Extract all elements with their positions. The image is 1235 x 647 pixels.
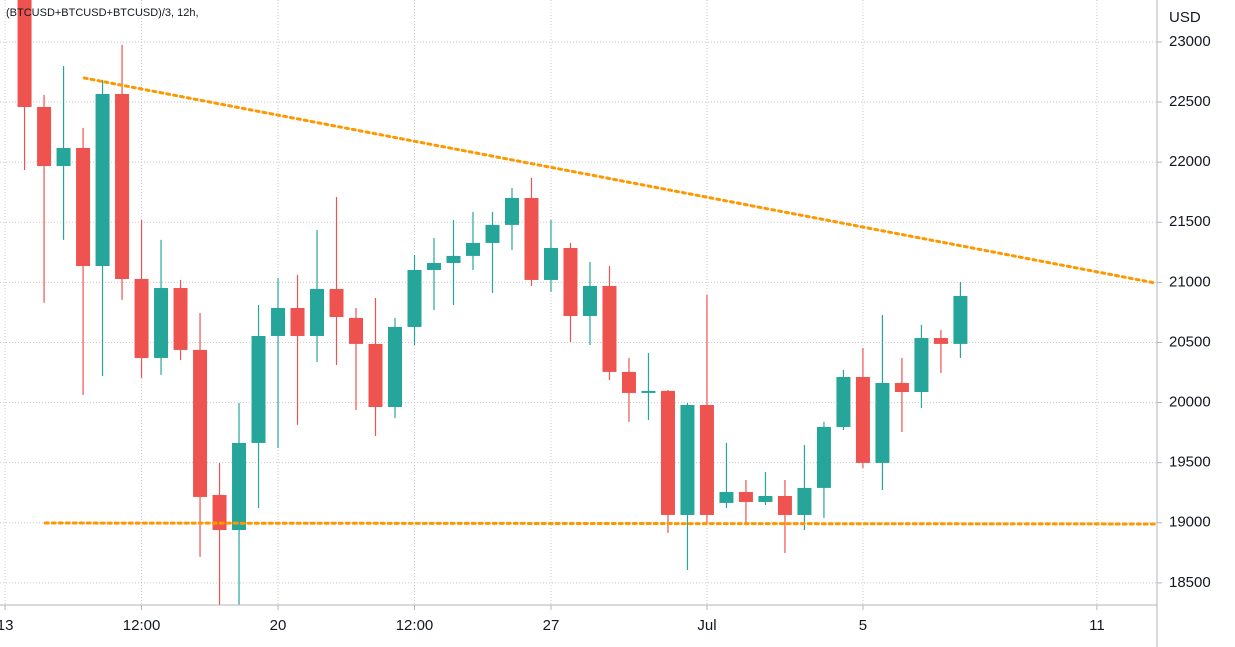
- y-tick-label: 19500: [1169, 454, 1211, 471]
- candle-body: [504, 197, 519, 225]
- trend-line: [43, 521, 1157, 526]
- candle-body: [290, 307, 305, 336]
- x-tick-label: 5: [859, 617, 867, 634]
- x-tick-label: 12:00: [123, 617, 161, 634]
- candle-body: [465, 242, 480, 256]
- candle-body: [310, 288, 325, 336]
- candle-body: [777, 495, 792, 515]
- candle-body: [797, 487, 812, 515]
- candle-body: [232, 442, 247, 530]
- candle-body: [836, 376, 851, 427]
- candle-body: [95, 94, 110, 267]
- candle-body: [914, 338, 929, 392]
- candle-body: [349, 317, 364, 344]
- candle-body: [543, 247, 558, 280]
- plot-area: [17, 0, 1157, 605]
- candle-body: [212, 495, 227, 530]
- x-tick-label: 20: [270, 617, 287, 634]
- candle-body: [134, 278, 149, 358]
- y-tick-label: 19000: [1169, 514, 1211, 531]
- candle-body: [76, 147, 91, 267]
- x-tick-label: 11: [1089, 617, 1105, 634]
- candle-body: [875, 382, 890, 463]
- x-tick-label: 12:00: [396, 617, 434, 634]
- candle-body: [407, 269, 422, 327]
- candle-body: [894, 382, 909, 392]
- candle-body: [251, 335, 266, 443]
- y-tick-label: 21500: [1169, 213, 1211, 230]
- candle-body: [602, 285, 617, 372]
- y-tick-label: 20000: [1169, 394, 1211, 411]
- candle-body: [37, 106, 52, 167]
- x-tick-label: Jul: [697, 617, 716, 634]
- candle-body: [193, 349, 208, 497]
- x-tick-label: 13: [0, 617, 13, 634]
- candle-body: [154, 288, 169, 358]
- candle-body: [427, 263, 442, 270]
- candle-body: [855, 376, 870, 463]
- y-tick-label: 20500: [1169, 333, 1211, 350]
- y-tick-label: 22000: [1169, 153, 1211, 170]
- candle-body: [485, 224, 500, 243]
- grid: [0, 0, 1157, 605]
- candle-body: [446, 255, 461, 264]
- candle-body: [524, 197, 539, 280]
- candle-body: [621, 371, 636, 393]
- candle-body: [368, 343, 383, 408]
- y-tick-label: 23000: [1169, 33, 1211, 50]
- candle-body: [816, 426, 831, 488]
- candle-body: [758, 495, 773, 502]
- candle-body: [719, 492, 734, 503]
- candle-body: [329, 288, 344, 317]
- candle-body: [641, 390, 656, 393]
- candle-body: [271, 307, 286, 336]
- trend-line: [82, 76, 1157, 285]
- candle-body: [582, 285, 597, 317]
- candle-body: [738, 492, 753, 502]
- candle-body: [173, 288, 188, 350]
- y-tick-label: 22500: [1169, 93, 1211, 110]
- candle-body: [699, 404, 714, 515]
- y-tick-label: 18500: [1169, 574, 1211, 591]
- candle-body: [56, 147, 71, 167]
- x-tick-label: 27: [543, 617, 560, 634]
- chart-title: (BTCUSD+BTCUSD+BTCUSD)/3, 12h,: [6, 7, 199, 19]
- candle-body: [953, 295, 968, 344]
- y-axis-label: USD: [1169, 9, 1201, 26]
- candle-body: [17, 0, 32, 107]
- candle-body: [680, 404, 695, 515]
- candle-body: [563, 247, 578, 317]
- y-tick-label: 21000: [1169, 273, 1211, 290]
- candle-body: [388, 326, 403, 408]
- candle-body: [933, 338, 948, 344]
- candle-body: [660, 390, 675, 515]
- candle-body: [115, 94, 130, 279]
